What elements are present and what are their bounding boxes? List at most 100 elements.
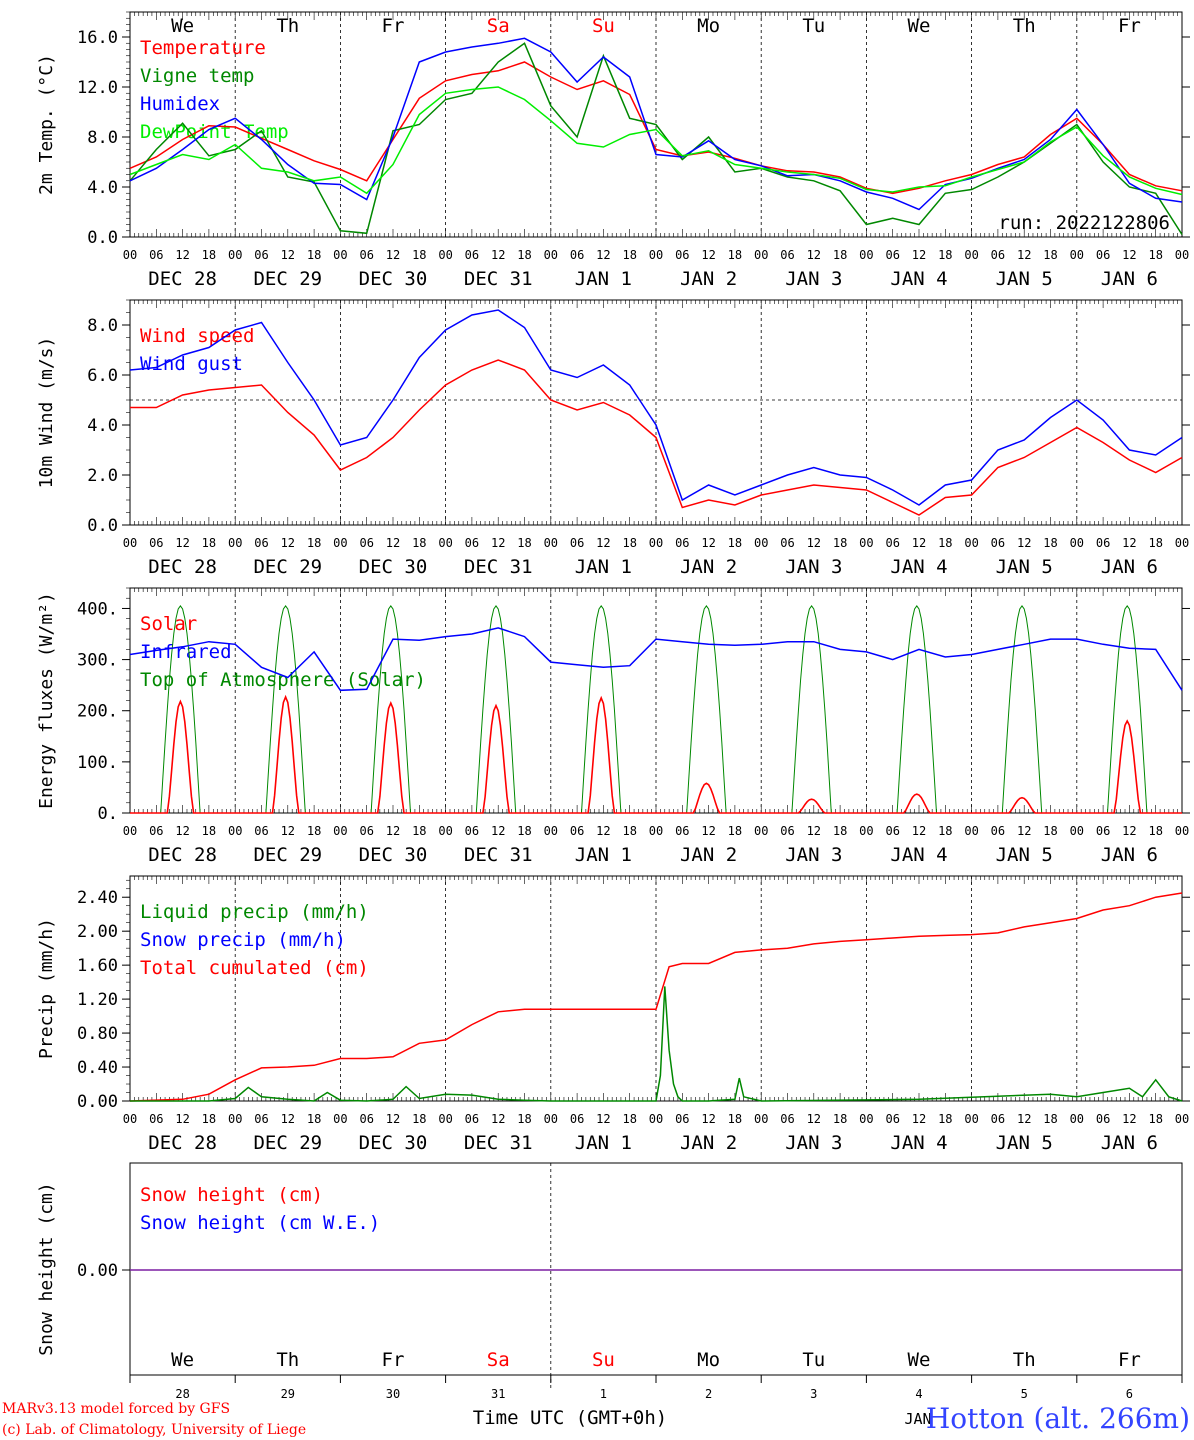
hour-label: 06 xyxy=(149,1112,163,1126)
hour-label: 06 xyxy=(254,536,268,550)
hour-label: 12 xyxy=(1017,536,1031,550)
legend-entry: Vigne temp xyxy=(140,65,254,87)
hour-label: 06 xyxy=(149,248,163,262)
y-tick-label: 6.0 xyxy=(87,366,118,386)
day-number: 4 xyxy=(915,1387,922,1401)
hour-label: 12 xyxy=(1122,248,1136,262)
date-label: DEC 30 xyxy=(359,556,428,578)
hour-label: 18 xyxy=(1043,1112,1057,1126)
y-tick-label: 400. xyxy=(77,599,118,619)
y-tick-label: 8.0 xyxy=(87,128,118,148)
hour-label: 12 xyxy=(1017,248,1031,262)
y-axis-title: 10m Wind (m/s) xyxy=(36,337,57,489)
hour-label: 12 xyxy=(701,248,715,262)
day-name: Su xyxy=(592,15,615,37)
hour-label: 00 xyxy=(123,824,137,838)
hour-label: 12 xyxy=(701,824,715,838)
date-label: DEC 30 xyxy=(359,844,428,866)
hour-label: 12 xyxy=(1017,1112,1031,1126)
y-tick-label: 12.0 xyxy=(77,78,118,98)
hour-label: 00 xyxy=(544,824,558,838)
hour-label: 00 xyxy=(438,536,452,550)
hour-label: 00 xyxy=(123,248,137,262)
y-tick-label: 4.0 xyxy=(87,178,118,198)
date-label: DEC 31 xyxy=(464,268,533,290)
y-tick-label: 1.60 xyxy=(77,956,118,976)
hour-label: 06 xyxy=(570,248,584,262)
hour-label: 00 xyxy=(964,248,978,262)
hour-label: 18 xyxy=(938,248,952,262)
day-name: Th xyxy=(1013,15,1036,37)
hour-label: 00 xyxy=(964,824,978,838)
hour-label: 18 xyxy=(1043,824,1057,838)
hour-label: 06 xyxy=(780,824,794,838)
date-label: JAN 6 xyxy=(1101,844,1158,866)
hour-label: 12 xyxy=(175,1112,189,1126)
hour-label: 18 xyxy=(1043,248,1057,262)
hour-label: 06 xyxy=(675,1112,689,1126)
hour-label: 06 xyxy=(991,1112,1005,1126)
day-name: Sa xyxy=(487,15,510,37)
hour-label: 12 xyxy=(491,248,505,262)
hour-label: 06 xyxy=(359,248,373,262)
day-name: Th xyxy=(276,15,299,37)
day-name: We xyxy=(908,1349,931,1371)
hour-label: 06 xyxy=(885,536,899,550)
hour-label: 12 xyxy=(386,824,400,838)
day-name: Fr xyxy=(1118,1349,1141,1371)
hour-label: 18 xyxy=(1148,536,1162,550)
hour-label: 18 xyxy=(202,536,216,550)
hour-label: 00 xyxy=(649,1112,663,1126)
hour-label: 18 xyxy=(307,536,321,550)
day-name: We xyxy=(908,15,931,37)
hour-label: 00 xyxy=(123,1112,137,1126)
y-tick-label: 0.0 xyxy=(87,516,118,536)
hour-label: 00 xyxy=(859,824,873,838)
date-label: JAN 3 xyxy=(785,1132,842,1154)
hour-label: 18 xyxy=(728,1112,742,1126)
day-number: 5 xyxy=(1021,1387,1028,1401)
hour-label: 12 xyxy=(175,824,189,838)
hour-label: 06 xyxy=(1096,1112,1110,1126)
y-tick-label: 2.40 xyxy=(77,888,118,908)
hour-label: 00 xyxy=(1175,1112,1189,1126)
hour-label: 18 xyxy=(728,824,742,838)
day-name: Mo xyxy=(697,1349,720,1371)
hour-label: 06 xyxy=(675,248,689,262)
y-tick-label: 2.0 xyxy=(87,466,118,486)
panel-3: 00 06 12 18 00 06 12 18 00 06 12 18 00 06 12 18 00 06 12 18… xyxy=(36,587,1190,866)
hour-label: 18 xyxy=(307,824,321,838)
hour-label: 06 xyxy=(675,536,689,550)
hour-label: 18 xyxy=(517,536,531,550)
hour-label: 18 xyxy=(833,1112,847,1126)
hour-label: 18 xyxy=(938,1112,952,1126)
hour-label: 00 xyxy=(1070,1112,1084,1126)
hour-label: 00 xyxy=(1070,536,1084,550)
date-label: JAN 6 xyxy=(1101,556,1158,578)
hour-label: 06 xyxy=(254,248,268,262)
hour-label: 12 xyxy=(912,1112,926,1126)
date-label: DEC 31 xyxy=(464,556,533,578)
hour-label: 06 xyxy=(570,824,584,838)
hour-label: 18 xyxy=(833,248,847,262)
y-axis-title: Energy fluxes (W/m²) xyxy=(36,592,57,809)
hour-label: 18 xyxy=(938,824,952,838)
y-tick-label: 100. xyxy=(77,753,118,773)
date-label: DEC 31 xyxy=(464,1132,533,1154)
day-name: Th xyxy=(1013,1349,1036,1371)
footer: MARv3.13 model forced by GFS (c) Lab. of… xyxy=(2,1401,1190,1438)
hour-label: 12 xyxy=(807,248,821,262)
date-label: JAN 4 xyxy=(890,1132,947,1154)
hour-label: 12 xyxy=(596,536,610,550)
hour-label: 00 xyxy=(754,248,768,262)
hour-label: 06 xyxy=(359,536,373,550)
date-label: JAN 2 xyxy=(680,268,737,290)
hour-label: 18 xyxy=(622,536,636,550)
hour-label: 12 xyxy=(281,536,295,550)
credit-line-1: MARv3.13 model forced by GFS xyxy=(2,1401,230,1417)
hour-label: 18 xyxy=(1043,536,1057,550)
y-tick-label: 8.0 xyxy=(87,316,118,336)
hour-label: 18 xyxy=(412,824,426,838)
y-tick-label: 300. xyxy=(77,651,118,671)
hour-label: 12 xyxy=(491,824,505,838)
